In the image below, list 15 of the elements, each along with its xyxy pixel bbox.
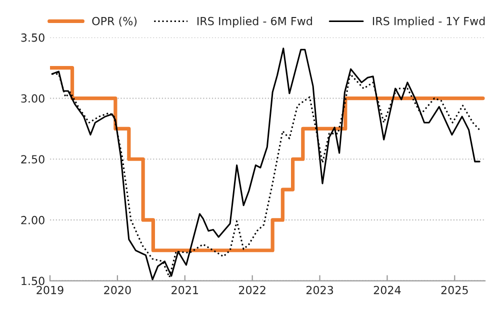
y-tick-label: 1.50 bbox=[22, 276, 44, 286]
x-tick-label: 2021 bbox=[172, 286, 198, 294]
y-tick-label: 2.50 bbox=[21, 155, 44, 164]
y-tick-label: 3.50 bbox=[21, 33, 44, 42]
x-tick-label: 2023 bbox=[306, 286, 334, 294]
legend-label: IRS Implied - 6M Fwd bbox=[197, 16, 312, 28]
x-tick-label: 2025 bbox=[441, 286, 468, 294]
x-tick-label: 2020 bbox=[104, 286, 131, 294]
y-tick-label: 2.00 bbox=[21, 216, 44, 224]
legend-label: IRS Implied - 1Y Fwd bbox=[372, 16, 485, 28]
y-tick-label: 3.00 bbox=[21, 94, 44, 103]
x-tick-label: 2019 bbox=[36, 286, 64, 294]
legend-label: OPR (%) bbox=[92, 16, 137, 27]
x-tick-label: 2024 bbox=[374, 286, 401, 294]
x-tick-label: 2022 bbox=[239, 286, 266, 294]
